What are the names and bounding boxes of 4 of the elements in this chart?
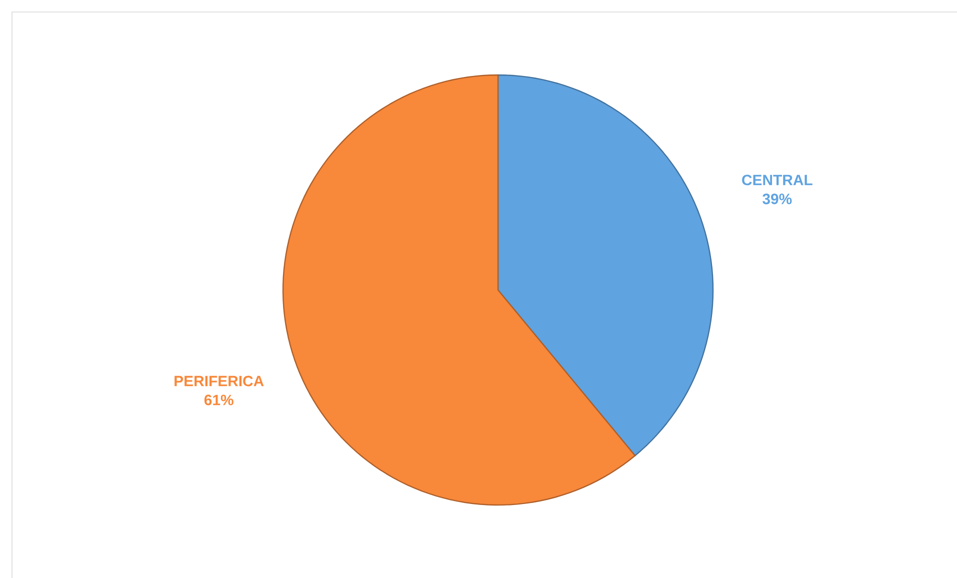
data-label: 61% [204, 394, 234, 406]
slice-label: CENTRAL [742, 174, 812, 186]
slice-label: PERIFERICA [174, 376, 264, 386]
data-label: 39% [762, 194, 792, 204]
